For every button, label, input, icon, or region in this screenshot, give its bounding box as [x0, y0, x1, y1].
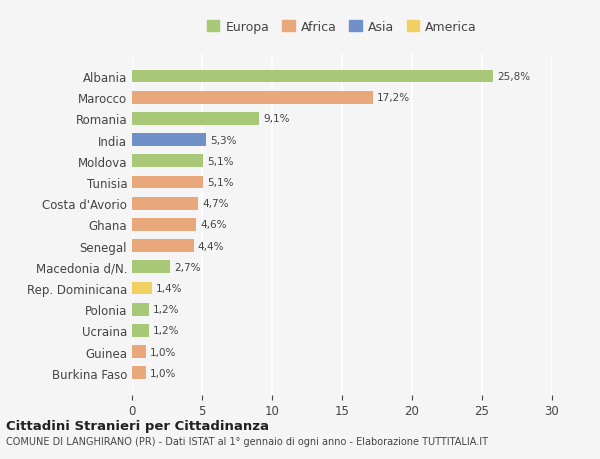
- Text: 5,3%: 5,3%: [211, 135, 237, 146]
- Legend: Europa, Africa, Asia, America: Europa, Africa, Asia, America: [203, 17, 481, 38]
- Text: 4,4%: 4,4%: [198, 241, 224, 251]
- Bar: [132, 303, 149, 316]
- Text: Cittadini Stranieri per Cittadinanza: Cittadini Stranieri per Cittadinanza: [6, 419, 269, 432]
- Text: 5,1%: 5,1%: [208, 178, 234, 188]
- Bar: [132, 325, 149, 337]
- Bar: [132, 367, 146, 379]
- Bar: [132, 218, 196, 231]
- Bar: [132, 134, 206, 147]
- Text: 4,6%: 4,6%: [200, 220, 227, 230]
- Text: 5,1%: 5,1%: [208, 157, 234, 167]
- Text: 1,0%: 1,0%: [150, 368, 176, 378]
- Bar: [132, 155, 203, 168]
- Text: 25,8%: 25,8%: [497, 72, 530, 82]
- Bar: [132, 240, 194, 252]
- Bar: [132, 261, 170, 274]
- Text: 1,2%: 1,2%: [153, 304, 179, 314]
- Bar: [132, 197, 198, 210]
- Bar: [132, 92, 373, 104]
- Text: 4,7%: 4,7%: [202, 199, 229, 209]
- Bar: [132, 346, 146, 358]
- Text: COMUNE DI LANGHIRANO (PR) - Dati ISTAT al 1° gennaio di ogni anno - Elaborazione: COMUNE DI LANGHIRANO (PR) - Dati ISTAT a…: [6, 437, 488, 446]
- Bar: [132, 113, 259, 125]
- Text: 1,2%: 1,2%: [153, 326, 179, 336]
- Text: 1,4%: 1,4%: [156, 283, 182, 293]
- Text: 2,7%: 2,7%: [174, 262, 200, 272]
- Text: 17,2%: 17,2%: [377, 93, 410, 103]
- Text: 9,1%: 9,1%: [263, 114, 290, 124]
- Bar: [132, 71, 493, 83]
- Bar: [132, 282, 152, 295]
- Text: 1,0%: 1,0%: [150, 347, 176, 357]
- Bar: [132, 176, 203, 189]
